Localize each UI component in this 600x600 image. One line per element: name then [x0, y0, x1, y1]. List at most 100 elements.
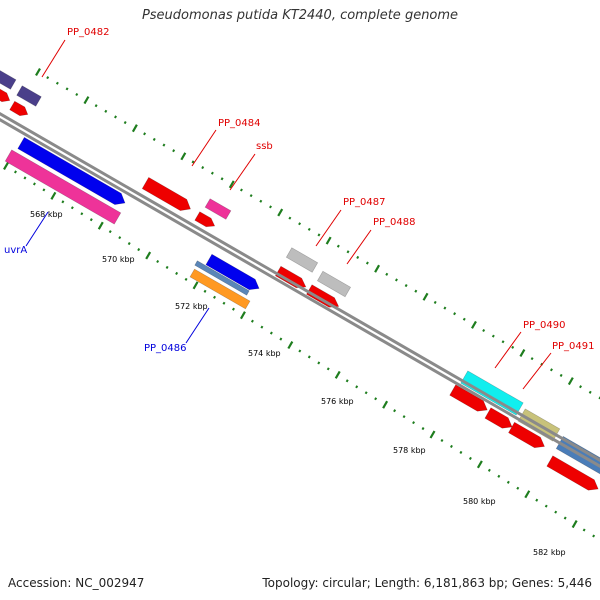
gene-orange: [189, 268, 251, 310]
kbp-tick: [402, 415, 406, 419]
gene-red: [9, 100, 29, 117]
gene-red: [449, 384, 488, 412]
kbp-tick: [364, 391, 368, 395]
gene-blue-uvra: [17, 136, 126, 205]
gene-cyan-pp0490: [460, 370, 524, 416]
kbp-tick: [487, 468, 491, 472]
kbp-tick-label: 578 kbp: [393, 446, 426, 455]
kbp-tick: [165, 265, 169, 269]
kbp-tick: [14, 170, 17, 174]
kbp-tick: [156, 259, 160, 264]
kbp-tick: [414, 289, 418, 293]
kbp-tick: [449, 444, 453, 449]
kbp-tick: [162, 143, 166, 147]
kbp-tick: [491, 334, 495, 338]
gene-label-leader: [185, 307, 210, 344]
kbp-tick: [118, 236, 122, 240]
gene-red: [0, 88, 11, 103]
kbp-tick: [123, 121, 127, 125]
gene-red-pp0484: [141, 176, 191, 211]
kbp-tick-label: 574 kbp: [248, 349, 281, 358]
gene-label: uvrA: [4, 245, 27, 256]
kbp-tick-label: 580 kbp: [463, 497, 496, 506]
gene-lightblue-pp0486: [194, 260, 250, 296]
kbp-tick: [61, 200, 65, 204]
kbp-tick: [355, 385, 359, 389]
kbp-tick: [579, 385, 582, 389]
kbp-tick: [269, 331, 273, 335]
gene-label-leader: [346, 229, 372, 265]
kbp-tick: [89, 218, 93, 222]
kbp-tick: [326, 367, 330, 371]
kbp-tick: [232, 307, 235, 311]
kbp-tick: [421, 427, 425, 431]
gene-red: [546, 455, 599, 491]
kbp-tick: [365, 261, 369, 265]
kbp-tick: [530, 357, 534, 361]
kbp-tick: [104, 109, 108, 113]
gene-label-leader: [41, 39, 66, 78]
kbp-tick: [269, 205, 272, 209]
gene-gray-pp0487: [285, 247, 319, 273]
kbp-tick: [453, 312, 457, 316]
gene-red: [508, 421, 545, 449]
gene-label-leader: [25, 211, 49, 247]
kbp-tick: [137, 248, 141, 252]
kbp-tick: [592, 534, 596, 538]
kbp-tick: [356, 255, 360, 259]
kbp-tick: [404, 284, 408, 288]
kbp-tick: [345, 379, 349, 383]
kbp-tick: [317, 233, 321, 237]
kbp-tick: [172, 149, 176, 153]
gene-gray-pp0488: [316, 270, 352, 298]
kbp-tick: [180, 152, 187, 161]
kbp-tick: [567, 377, 574, 386]
gene-label-leader: [494, 331, 522, 369]
backbone-layer: [0, 112, 600, 468]
gene-label-leader: [229, 153, 256, 191]
kbp-tick: [519, 348, 526, 358]
kbp-tick: [563, 516, 567, 520]
kbp-tick: [222, 301, 226, 305]
kbp-tick-label: 570 kbp: [102, 255, 135, 264]
kbp-tick: [382, 400, 389, 409]
gene-label: PP_0487: [343, 197, 386, 208]
gene-label: PP_0482: [67, 27, 110, 38]
kbp-tick: [127, 242, 131, 246]
kbp-tick: [277, 208, 284, 217]
gene-blue: [205, 253, 260, 291]
kbp-tick: [23, 176, 27, 180]
kbp-tick: [429, 430, 436, 439]
accession-text: Accession: NC_002947: [8, 576, 145, 590]
kbp-tick: [97, 221, 104, 230]
kbp-tick: [298, 349, 302, 353]
kbp-tick: [32, 182, 36, 186]
kbp-tick: [459, 450, 463, 454]
kbp-tick: [471, 320, 477, 329]
kbp-tick: [42, 188, 46, 192]
kbp-tick: [588, 390, 592, 394]
kbp-tick: [35, 67, 41, 77]
gene-layer: [0, 70, 600, 491]
tick-layer: [3, 67, 600, 538]
kbp-tick: [307, 355, 311, 359]
kbp-tick: [582, 528, 586, 532]
kbp-tick: [287, 341, 294, 350]
kbp-tick: [249, 194, 253, 198]
gene-slate: [0, 70, 17, 90]
kbp-tick: [114, 115, 117, 119]
kbp-tick: [440, 438, 444, 443]
gene-label: PP_0491: [552, 341, 595, 352]
kbp-tick: [191, 160, 195, 164]
topology-summary: Topology: circular; Length: 6,181,863 bp…: [262, 576, 592, 590]
kbp-tick: [201, 165, 205, 170]
kbp-tick: [506, 480, 510, 484]
kbp-tick: [50, 191, 57, 200]
kbp-tick: [3, 161, 9, 171]
kbp-tick: [210, 171, 214, 175]
kbp-tick: [288, 216, 292, 220]
kbp-tick: [239, 311, 246, 320]
kbp-tick: [239, 188, 243, 192]
